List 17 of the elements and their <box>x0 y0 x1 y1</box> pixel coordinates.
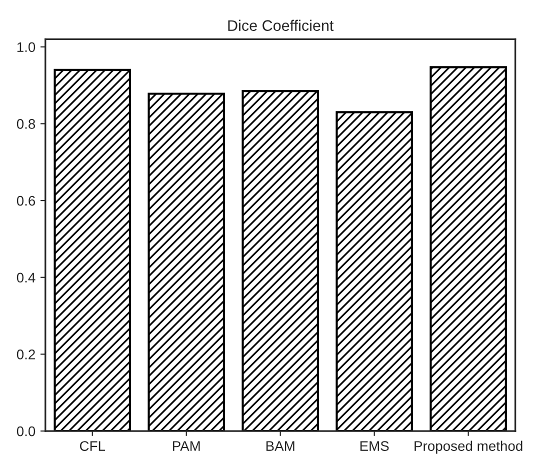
bar <box>430 66 507 432</box>
bar <box>54 68 132 432</box>
x-tick-label: BAM <box>266 441 294 451</box>
y-tick-label: 0.0 <box>16 426 36 436</box>
bar <box>148 92 226 432</box>
y-tick-label: 1.0 <box>17 42 36 52</box>
chart-title: Dice Coefficient <box>228 20 334 31</box>
y-tick-label: 0.6 <box>16 196 36 206</box>
y-tick-label: 0.4 <box>16 272 36 283</box>
y-tick-label: 0.2 <box>16 350 35 360</box>
x-tick-label: EMS <box>360 441 389 451</box>
bar <box>336 111 413 432</box>
bar <box>242 90 319 432</box>
x-tick-label: PAM <box>172 441 200 451</box>
x-tick-label: CFL <box>80 441 106 451</box>
y-tick-label: 0.8 <box>16 119 36 129</box>
x-tick-label: Proposed method <box>414 440 522 454</box>
